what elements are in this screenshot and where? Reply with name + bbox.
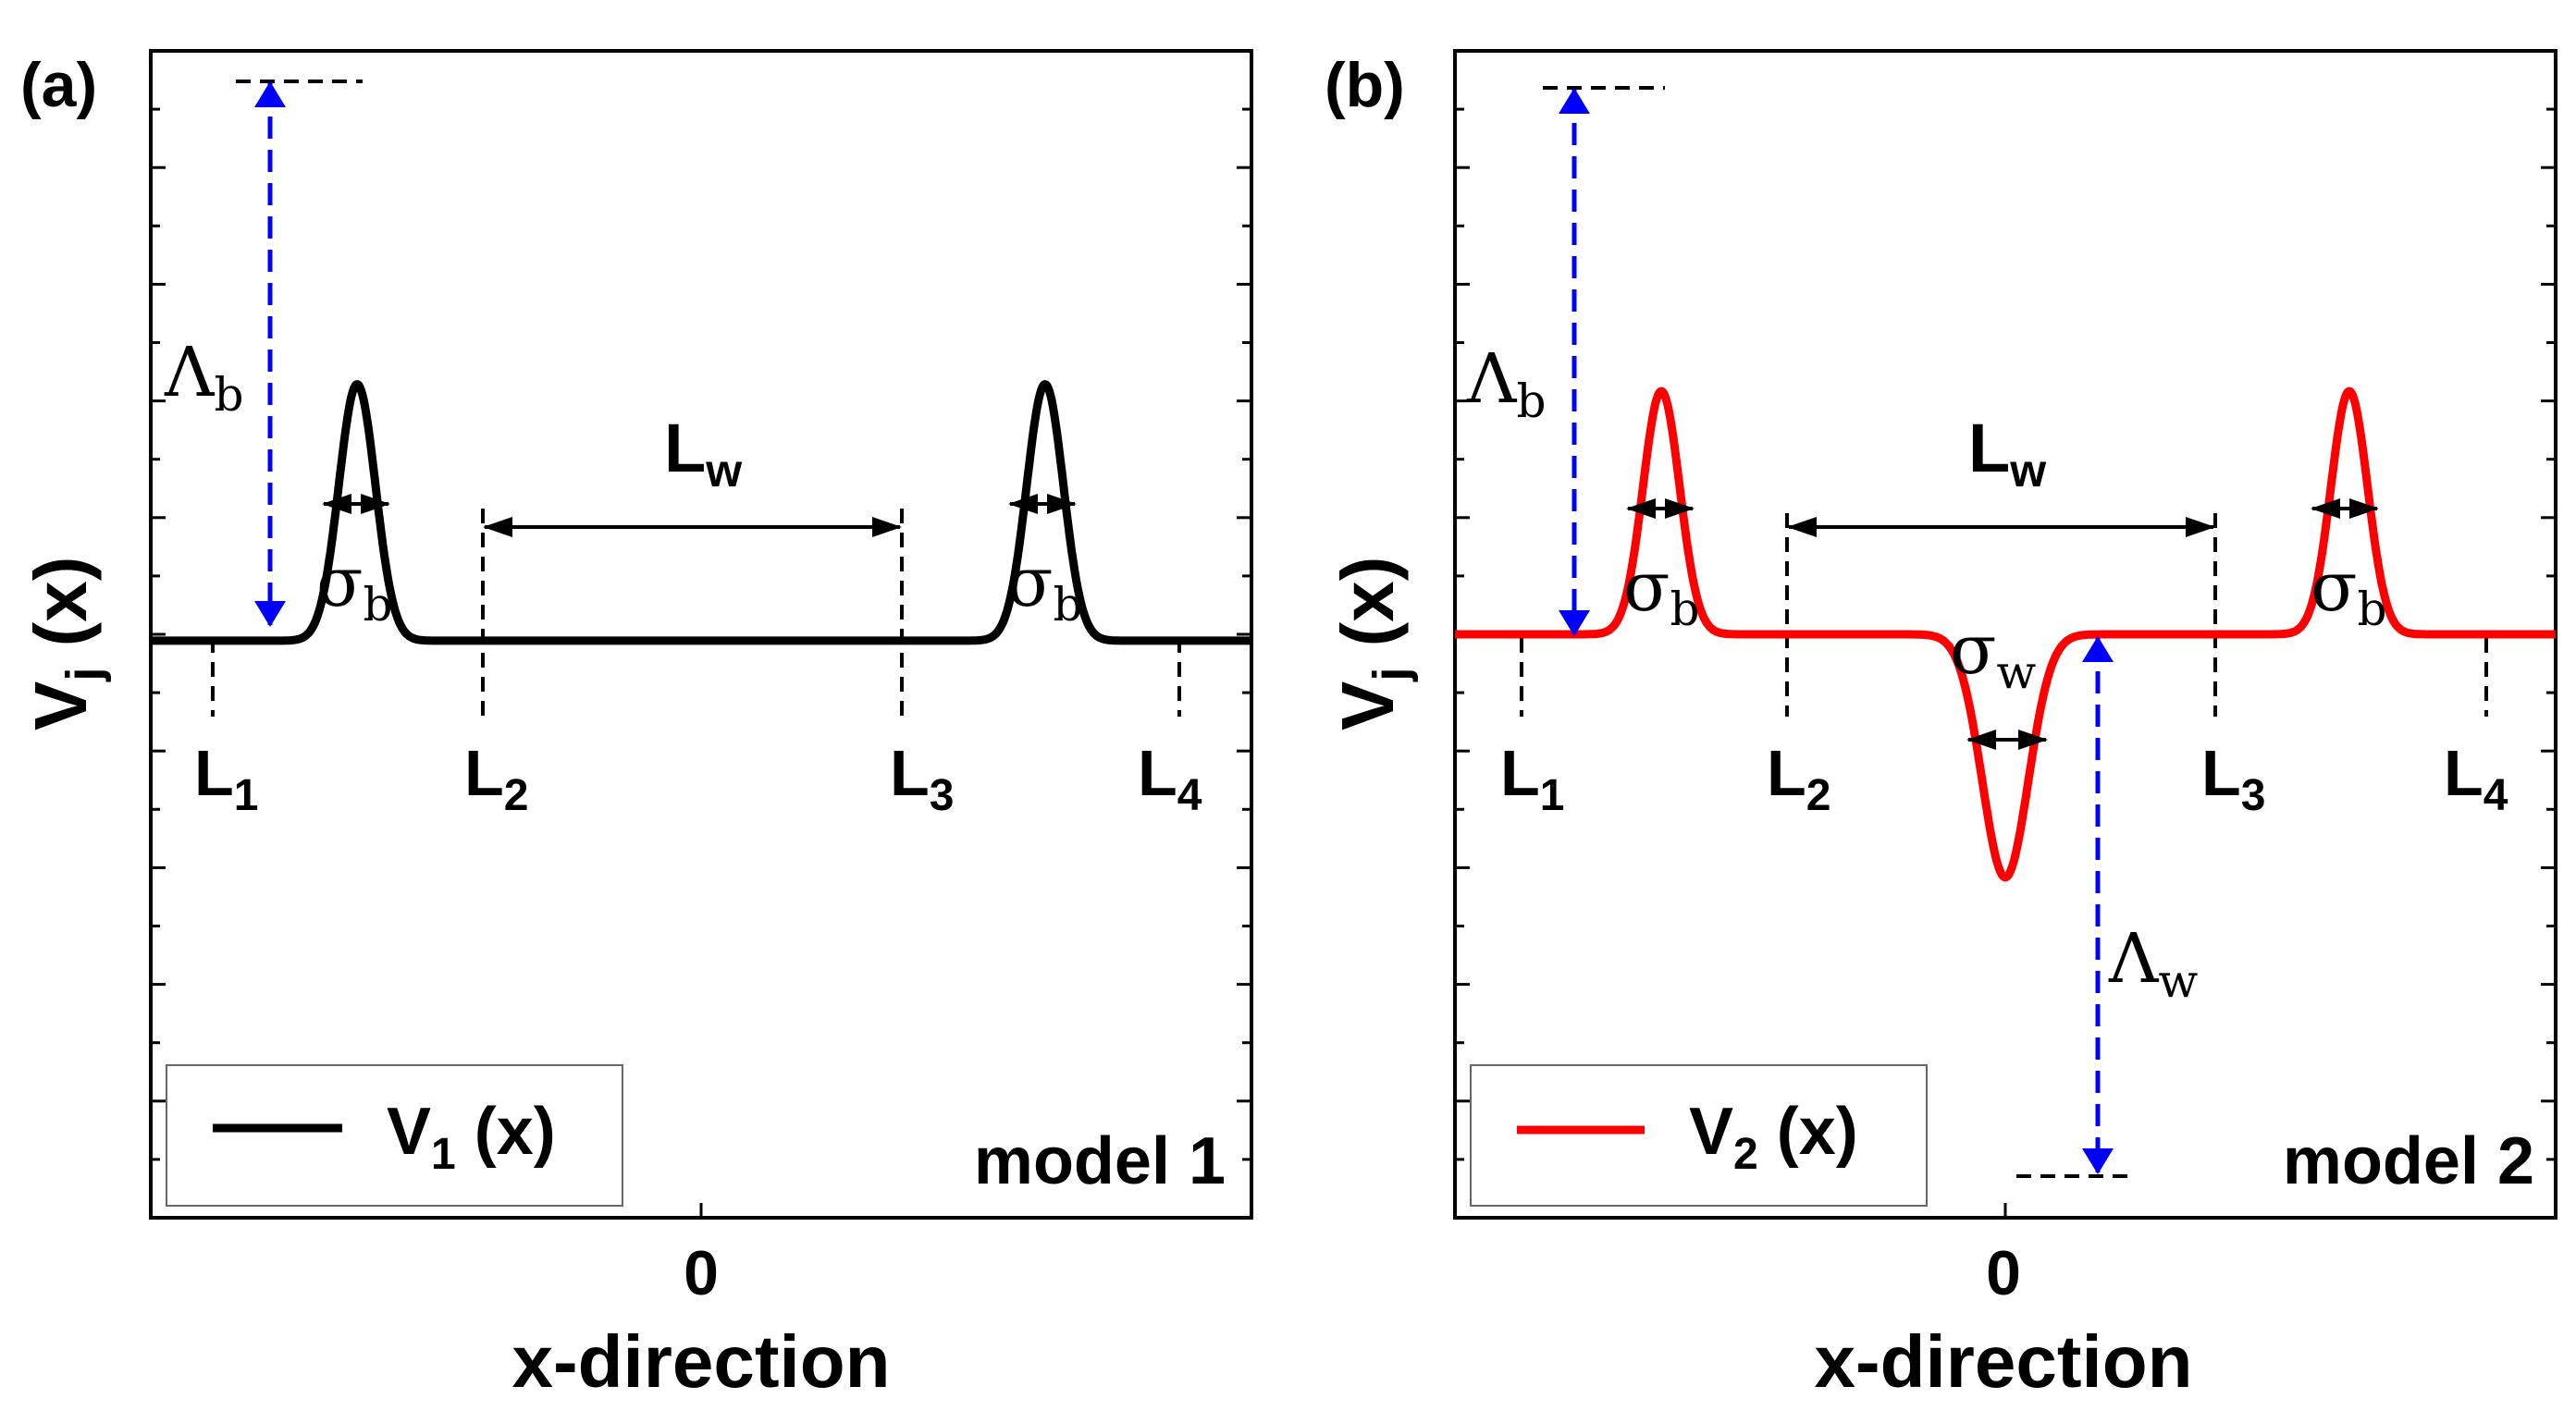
panel-b-xlabel: x-direction <box>1815 1320 2193 1403</box>
panel-b-lw-label: Lw <box>1968 410 2046 497</box>
panel-a-L4-label: L4 <box>1138 737 1202 820</box>
panel-a-axes-frame <box>149 49 1253 1220</box>
panel-b-lambda-b-label: Λb <box>1466 339 1546 428</box>
panel-a-lw-label: Lw <box>664 410 742 497</box>
panel-a-L1-label: L1 <box>194 737 258 820</box>
panel-b: (b) Vj (x) 0 x-direction L1 L2 L3 L4 Λb … <box>1325 49 2559 1403</box>
panel-b-legend-text: V2 (x) <box>1689 1095 1858 1179</box>
panel-b-sigma-w-label: σw <box>1950 610 2037 699</box>
panel-b-xtick-zero: 0 <box>1986 1238 2021 1308</box>
panel-a-xtick-zero: 0 <box>684 1238 719 1308</box>
panel-b-model-label: model 2 <box>2283 1124 2534 1198</box>
panel-b-axes-frame <box>1453 49 2558 1220</box>
panel-b-L3-label: L3 <box>2201 737 2265 820</box>
panel-a-L2-label: L2 <box>464 737 528 820</box>
panel-a-model-label: model 1 <box>974 1124 1226 1198</box>
panel-a-curve-V1 <box>147 380 1255 645</box>
panel-b-L2-label: L2 <box>1767 737 1830 820</box>
panel-a-sigma-b-label-right: σb <box>1006 543 1083 632</box>
panel-a-ticks <box>151 107 1251 1218</box>
panel-a-ylabel: Vj (x) <box>19 557 112 730</box>
panel-a-lambda-b-label: Λb <box>164 333 243 422</box>
panel-a-legend-box <box>166 1064 623 1207</box>
panel-a-legend-text: V1 (x) <box>387 1095 556 1179</box>
panel-b-lambda-w-label: Λw <box>2108 919 2198 1008</box>
panel-a-L3-label: L3 <box>890 737 954 820</box>
panel-b-L1-label: L1 <box>1500 737 1564 820</box>
panel-b-legend: V2 (x) <box>1470 1064 1928 1207</box>
panel-a: (a) Vj (x) 0 x-direction L1 L2 L3 L4 Λb … <box>19 49 1255 1403</box>
panel-b-L4-label: L4 <box>2444 737 2508 820</box>
panel-a-xlabel: x-direction <box>512 1320 891 1403</box>
panel-b-legend-box <box>1470 1064 1928 1207</box>
panel-b-ylabel: Vj (x) <box>1326 557 1419 730</box>
panel-b-sigma-b-label-left: σb <box>1623 547 1700 636</box>
panel-a-sigma-b-label-left: σb <box>316 543 393 632</box>
panel-b-curve-V2 <box>1451 386 2559 882</box>
panel-b-sigma-b-label-right: σb <box>2311 547 2387 636</box>
panel-a-label: (a) <box>20 50 97 120</box>
panel-b-label: (b) <box>1325 50 1405 120</box>
panel-a-legend: V1 (x) <box>166 1064 623 1207</box>
